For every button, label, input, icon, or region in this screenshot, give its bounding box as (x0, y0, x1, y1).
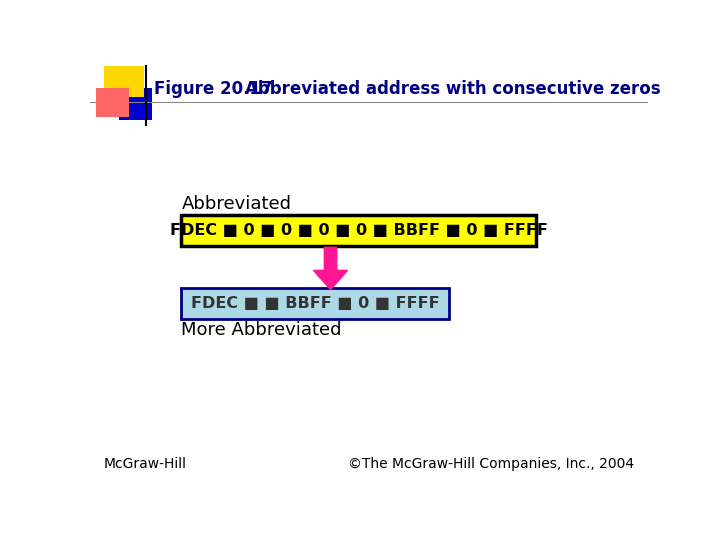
Bar (104, 66, 144, 97)
Text: Abbreviated: Abbreviated (181, 194, 292, 213)
Text: Figure 20.17: Figure 20.17 (153, 80, 272, 98)
Bar (96, 88, 129, 117)
Text: ©The McGraw-Hill Companies, Inc., 2004: ©The McGraw-Hill Companies, Inc., 2004 (348, 457, 634, 471)
Text: More Abbreviated: More Abbreviated (181, 321, 342, 339)
Bar (181, 215, 536, 246)
Bar (181, 288, 449, 319)
Bar (120, 88, 152, 120)
Text: Abbreviated address with consecutive zeros: Abbreviated address with consecutive zer… (222, 80, 660, 98)
FancyArrow shape (313, 247, 348, 289)
Text: McGraw-Hill: McGraw-Hill (104, 457, 187, 471)
Text: FDEC ■ ■ BBFF ■ 0 ■ FFFF: FDEC ■ ■ BBFF ■ 0 ■ FFFF (191, 296, 439, 311)
Text: FDEC ■ 0 ■ 0 ■ 0 ■ 0 ■ BBFF ■ 0 ■ FFFF: FDEC ■ 0 ■ 0 ■ 0 ■ 0 ■ BBFF ■ 0 ■ FFFF (170, 223, 548, 238)
